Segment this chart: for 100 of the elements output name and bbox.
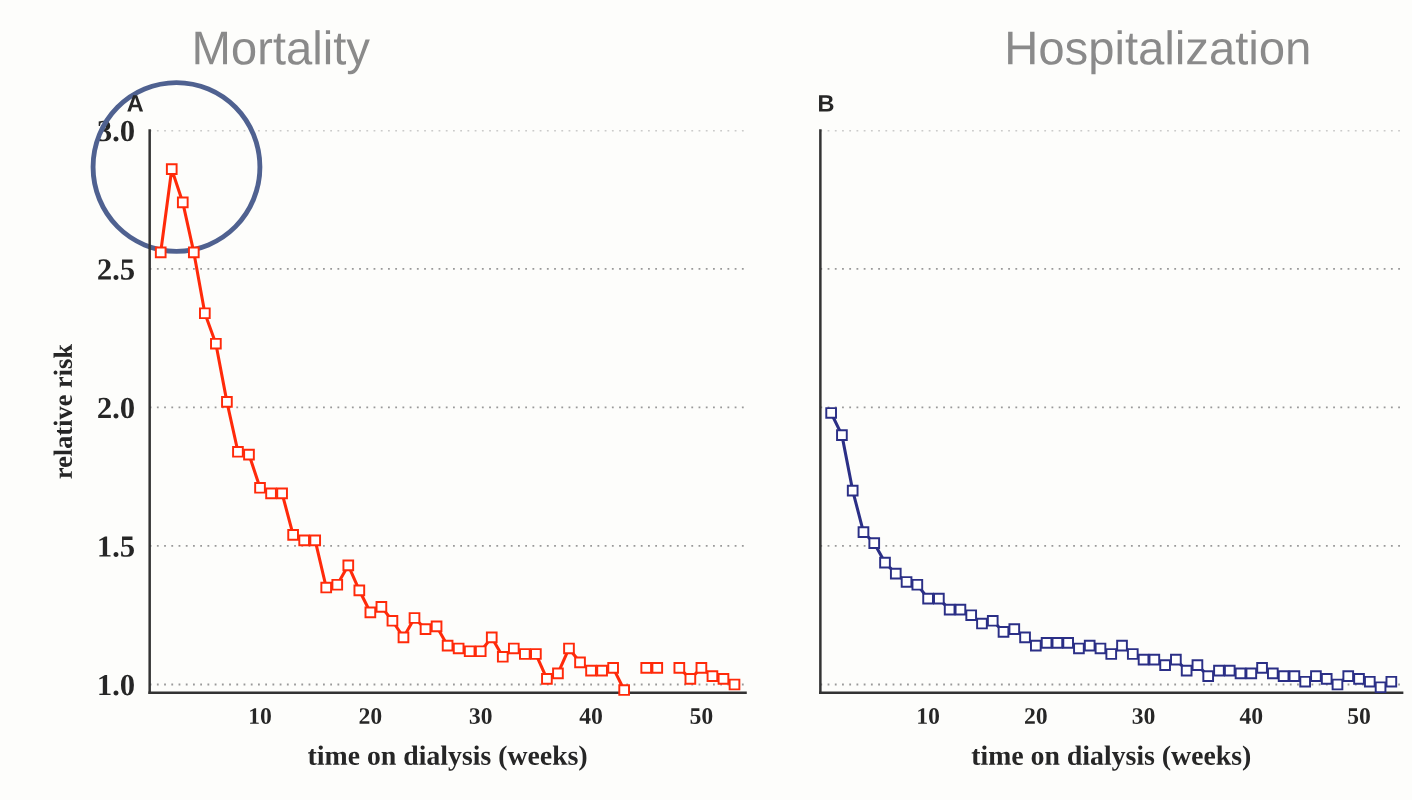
- point: [976, 617, 988, 630]
- point: [846, 484, 859, 497]
- point: [1040, 637, 1053, 649]
- point: [706, 670, 719, 683]
- x-tick-label: 30: [469, 708, 492, 724]
- point: [176, 196, 189, 209]
- x-tick-label: 30: [1132, 708, 1155, 724]
- point: [1310, 670, 1322, 683]
- point: [1223, 664, 1236, 677]
- point: [1137, 653, 1150, 666]
- point: [695, 662, 708, 674]
- y-tick-label: 2.0: [98, 397, 134, 419]
- point: [507, 642, 520, 655]
- point: [552, 667, 564, 680]
- point: [728, 678, 741, 691]
- point: [954, 603, 967, 616]
- x-tick-label: 40: [1239, 708, 1263, 724]
- point: [673, 662, 686, 674]
- point: [541, 673, 553, 685]
- point: [889, 567, 902, 580]
- point: [1062, 637, 1074, 649]
- point: [1126, 648, 1139, 660]
- point: [408, 612, 421, 624]
- point: [879, 556, 891, 569]
- point: [474, 645, 487, 658]
- point: [485, 631, 498, 644]
- y-axis-title: relative risk: [53, 344, 73, 479]
- point: [1299, 675, 1311, 688]
- x-tick-label: 20: [1025, 708, 1047, 724]
- y-tick-label: 2.5: [98, 259, 134, 280]
- point: [585, 664, 597, 677]
- point: [1105, 648, 1118, 660]
- point: [900, 576, 913, 588]
- point: [1245, 667, 1258, 680]
- point: [375, 601, 388, 613]
- point: [1320, 673, 1333, 685]
- x-tick-label: 10: [918, 708, 940, 724]
- point: [1213, 664, 1225, 677]
- point: [254, 481, 266, 494]
- point: [1019, 631, 1031, 644]
- point: [1342, 670, 1355, 683]
- x-axis-title: time on dialysis (weeks): [308, 745, 587, 771]
- point: [386, 614, 399, 627]
- point: [1363, 675, 1376, 688]
- point: [618, 684, 630, 696]
- point: [1170, 653, 1182, 666]
- point: [243, 448, 255, 461]
- point: [1180, 664, 1193, 677]
- point: [419, 623, 432, 635]
- point: [221, 396, 233, 408]
- point: [911, 578, 924, 591]
- point: [353, 584, 366, 597]
- point: [1277, 670, 1290, 683]
- point: [1073, 642, 1085, 655]
- point: [463, 645, 476, 658]
- point: [1267, 667, 1279, 680]
- point: [1051, 637, 1064, 649]
- point: [836, 429, 848, 441]
- point: [1083, 639, 1096, 652]
- point: [165, 163, 178, 176]
- point: [922, 592, 934, 605]
- point: [309, 534, 322, 547]
- point: [232, 445, 244, 458]
- point: [154, 246, 167, 259]
- point: [265, 487, 277, 500]
- point: [187, 246, 200, 259]
- point: [1353, 673, 1365, 685]
- point: [1159, 659, 1171, 671]
- point: [563, 642, 575, 655]
- point: [496, 650, 509, 663]
- point: [430, 620, 443, 633]
- point: [1202, 670, 1215, 683]
- point: [640, 662, 653, 674]
- point: [1116, 639, 1128, 652]
- point: [1191, 659, 1204, 671]
- point: [965, 609, 978, 622]
- point: [320, 581, 333, 594]
- point: [717, 673, 730, 685]
- point: [1256, 662, 1268, 674]
- point: [452, 642, 465, 655]
- x-tick-label: 10: [250, 708, 271, 724]
- point: [986, 614, 999, 627]
- point: [1385, 675, 1398, 688]
- point: [397, 631, 410, 644]
- x-tick-label: 20: [359, 708, 382, 724]
- point: [287, 529, 299, 541]
- chart-title: Hospitalization: [1008, 30, 1309, 75]
- point: [651, 662, 664, 674]
- point: [1030, 639, 1042, 652]
- point: [574, 656, 586, 669]
- point: [1374, 681, 1387, 694]
- x-tick-label: 40: [579, 708, 602, 724]
- point: [210, 337, 222, 350]
- point: [530, 648, 542, 660]
- point: [331, 578, 344, 591]
- y-tick-label: 1.0: [99, 674, 134, 696]
- point: [825, 407, 837, 419]
- point: [857, 526, 870, 538]
- x-axis-title: time on dialysis (weeks): [971, 745, 1251, 771]
- point: [943, 603, 956, 616]
